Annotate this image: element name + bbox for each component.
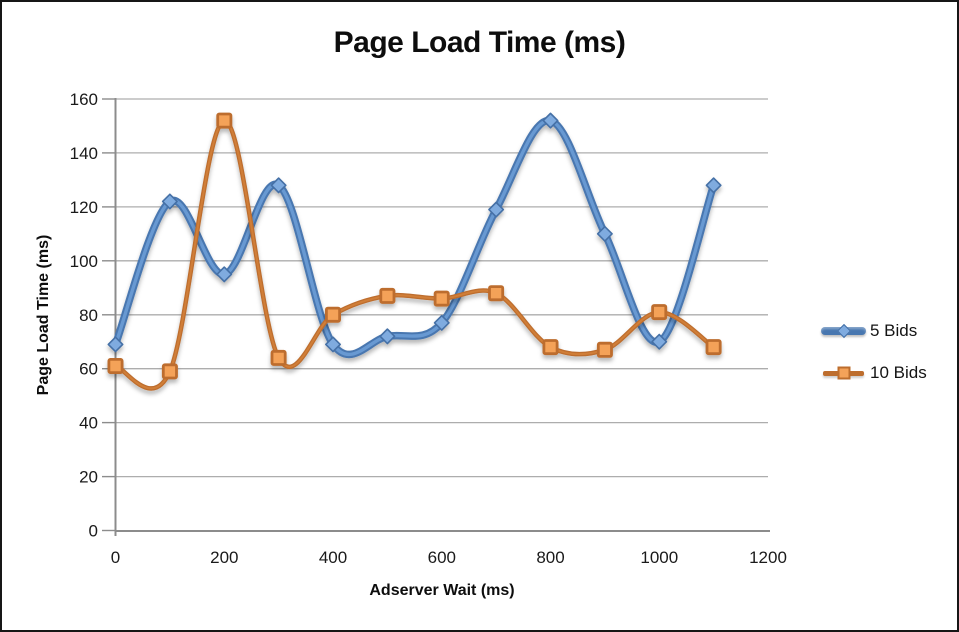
x-tick-label: 600 [428,548,456,567]
gridlines [115,98,768,478]
series-10-bids [107,112,722,391]
marker-square [379,287,396,304]
marker-diamond [107,336,124,353]
marker-diamond [542,112,559,129]
marker-diamond [325,336,341,353]
legend-item-5-bids: 5 Bids [820,320,927,342]
marker-diamond [705,177,722,194]
marker-diamond [651,333,668,350]
series-5-bids [107,112,722,359]
series-5-bids-line-highlight [113,118,716,357]
x-axis-title: Adserver Wait (ms) [369,582,515,599]
y-tick-label: 40 [79,414,98,433]
chart-title: Page Load Time (ms) [333,26,626,59]
y-tick-label: 20 [79,468,98,487]
legend-label-5-bids: 5 Bids [870,321,918,340]
marker-square [161,363,178,380]
marker-diamond [379,328,396,345]
x-tick-label: 800 [536,548,564,567]
y-tick-label: 120 [70,198,98,217]
y-axis-title: Page Load Time (ms) [35,234,52,396]
marker-square [270,349,287,366]
legend-swatch-5-bids [820,320,868,342]
y-tick-label: 160 [70,90,98,109]
marker-square [596,341,613,358]
legend-item-10-bids: 10 Bids [820,362,927,384]
legend-swatch-10-bids [820,362,868,384]
x-tick-label: 1200 [749,548,787,567]
legend: 5 Bids 10 Bids [820,320,927,384]
y-tick-label: 100 [70,252,98,271]
marker-square [542,339,559,356]
marker-diamond [488,201,505,218]
x-tick-label: 400 [319,548,347,567]
y-tick-label: 80 [79,306,98,325]
marker-diamond [216,266,233,283]
marker-square [107,357,124,374]
marker-diamond [596,225,613,242]
marker-square [216,112,233,129]
axes [102,98,770,536]
legend-label-10-bids: 10 Bids [870,363,927,382]
y-tick-label: 0 [89,522,98,541]
marker-square [651,304,668,321]
marker-square [433,290,450,307]
marker-square [324,306,341,323]
tick-labels: 0 20 40 60 80 100 120 140 160 0 200 400 600 800 1000 12… [70,90,787,567]
square-marker-icon [837,366,851,380]
series-5-bids-line [111,116,718,359]
x-tick-label: 0 [111,548,120,567]
marker-square [488,285,505,302]
x-tick-label: 200 [210,548,238,567]
series-layer [107,112,722,391]
marker-diamond [161,193,178,210]
y-tick-label: 60 [79,360,98,379]
x-tick-label: 1000 [640,548,678,567]
marker-square [705,339,722,356]
marker-diamond [433,314,450,331]
y-tick-label: 140 [70,144,98,163]
marker-diamond [270,177,287,194]
